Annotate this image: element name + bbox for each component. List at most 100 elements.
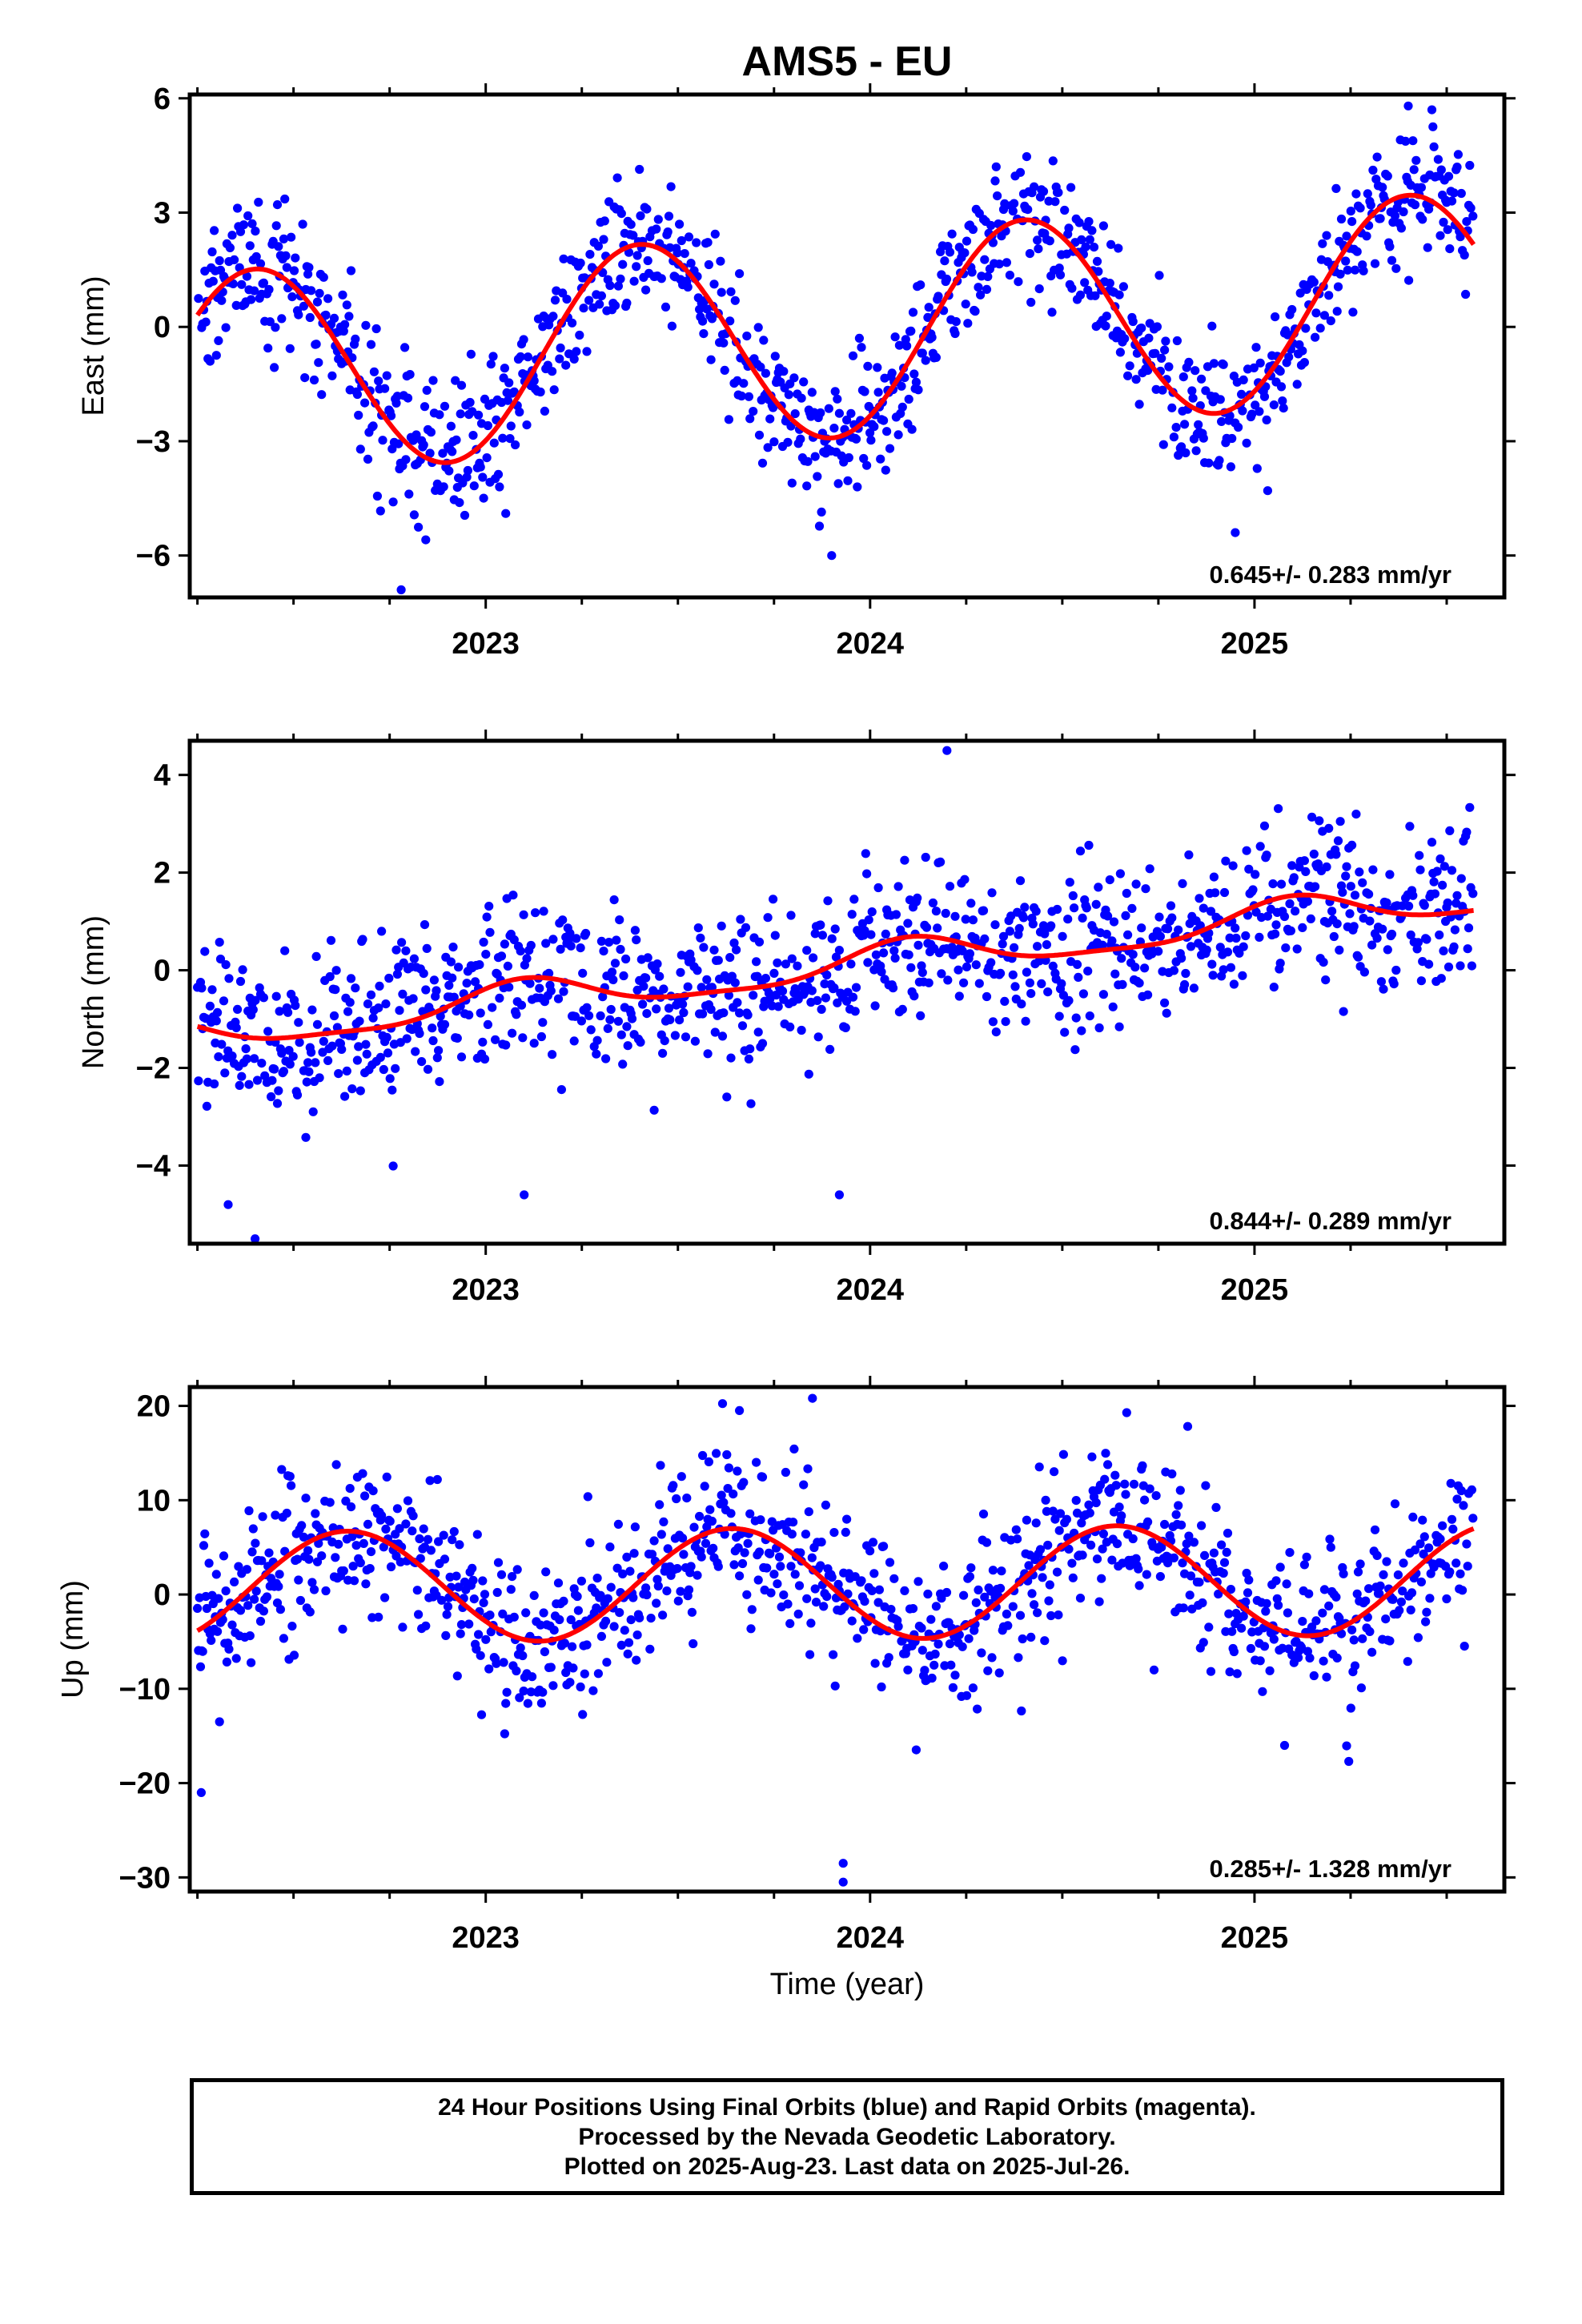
- data-point: [943, 975, 953, 985]
- plot-frame: [187, 738, 1507, 1246]
- data-point: [739, 1478, 749, 1487]
- data-point: [1282, 1579, 1291, 1589]
- data-point: [913, 893, 922, 903]
- data-point: [789, 1444, 799, 1454]
- data-point: [679, 1550, 689, 1559]
- data-point: [699, 329, 709, 339]
- data-point: [1461, 289, 1471, 300]
- data-point: [846, 959, 856, 969]
- plot-frame: [187, 92, 1507, 600]
- data-point: [561, 1667, 571, 1678]
- data-point: [1309, 277, 1319, 287]
- data-point: [1442, 1594, 1452, 1604]
- data-point: [703, 1049, 713, 1059]
- data-point: [1181, 448, 1191, 458]
- data-point: [941, 908, 950, 919]
- data-point: [475, 960, 484, 970]
- data-point: [294, 1018, 303, 1027]
- data-point: [485, 1610, 495, 1620]
- data-point: [861, 849, 870, 858]
- data-point: [616, 1030, 626, 1039]
- data-point: [630, 1522, 640, 1532]
- data-point: [869, 422, 879, 432]
- data-point: [655, 1500, 665, 1510]
- data-point: [1128, 316, 1138, 327]
- data-point: [1101, 1449, 1110, 1458]
- data-point: [1239, 942, 1248, 951]
- data-point: [484, 902, 494, 911]
- y-axis-label: Up (mm): [56, 1580, 90, 1699]
- data-point: [351, 1541, 361, 1550]
- data-point: [773, 1002, 783, 1011]
- data-point: [851, 983, 861, 992]
- data-point: [697, 1552, 706, 1562]
- data-point: [1324, 1601, 1334, 1610]
- data-point: [247, 295, 256, 304]
- data-point: [1348, 308, 1358, 317]
- data-point: [766, 1588, 776, 1598]
- data-point: [816, 1561, 825, 1570]
- data-point: [893, 882, 903, 891]
- data-point: [876, 454, 885, 464]
- data-point: [334, 1539, 343, 1549]
- data-point: [478, 472, 488, 482]
- data-point: [468, 1563, 477, 1573]
- data-point: [652, 1574, 662, 1584]
- data-point: [1031, 907, 1041, 916]
- data-point: [341, 1496, 351, 1506]
- data-point: [1248, 885, 1258, 895]
- data-point: [1255, 407, 1264, 416]
- data-point: [797, 393, 806, 403]
- data-point: [1084, 840, 1094, 850]
- data-point: [1358, 878, 1367, 887]
- data-point: [1186, 1571, 1196, 1581]
- data-point: [679, 1007, 689, 1018]
- data-point: [866, 436, 876, 445]
- data-point: [1058, 1449, 1068, 1459]
- data-point: [412, 1586, 422, 1595]
- data-point: [456, 1629, 465, 1638]
- data-point: [536, 1699, 547, 1708]
- data-point: [641, 1583, 651, 1593]
- data-point: [1435, 854, 1445, 864]
- data-point: [1339, 1569, 1348, 1578]
- data-point: [518, 1651, 528, 1661]
- data-point: [307, 1047, 316, 1057]
- data-point: [1389, 979, 1399, 989]
- data-point: [441, 1630, 451, 1640]
- data-point: [1180, 420, 1190, 429]
- data-point: [1468, 211, 1478, 221]
- data-point: [382, 1472, 391, 1482]
- data-point: [1219, 1558, 1230, 1567]
- data-point: [689, 1638, 698, 1649]
- data-point: [1227, 1626, 1237, 1636]
- data-point: [1352, 247, 1362, 256]
- data-point: [585, 1538, 595, 1548]
- data-point: [541, 939, 551, 948]
- data-point: [1063, 915, 1073, 924]
- data-point: [916, 1011, 926, 1020]
- data-point: [481, 1634, 491, 1644]
- data-point: [703, 238, 713, 247]
- data-point: [452, 1571, 461, 1581]
- data-point: [596, 936, 607, 946]
- data-point: [719, 1498, 729, 1507]
- data-point: [1158, 440, 1168, 449]
- data-point: [522, 420, 532, 430]
- data-point: [421, 985, 431, 995]
- data-point: [1185, 1590, 1195, 1600]
- data-point: [460, 510, 470, 521]
- data-point: [804, 1069, 813, 1079]
- data-point: [1050, 1514, 1060, 1524]
- data-point: [658, 1610, 668, 1620]
- data-point: [1387, 255, 1397, 265]
- data-point: [1301, 866, 1311, 876]
- data-point: [509, 387, 519, 396]
- data-point: [776, 1562, 785, 1571]
- data-point: [394, 439, 404, 448]
- data-point: [1468, 889, 1478, 899]
- data-point: [1279, 1740, 1290, 1751]
- data-point: [1279, 911, 1290, 922]
- data-point: [1115, 348, 1125, 357]
